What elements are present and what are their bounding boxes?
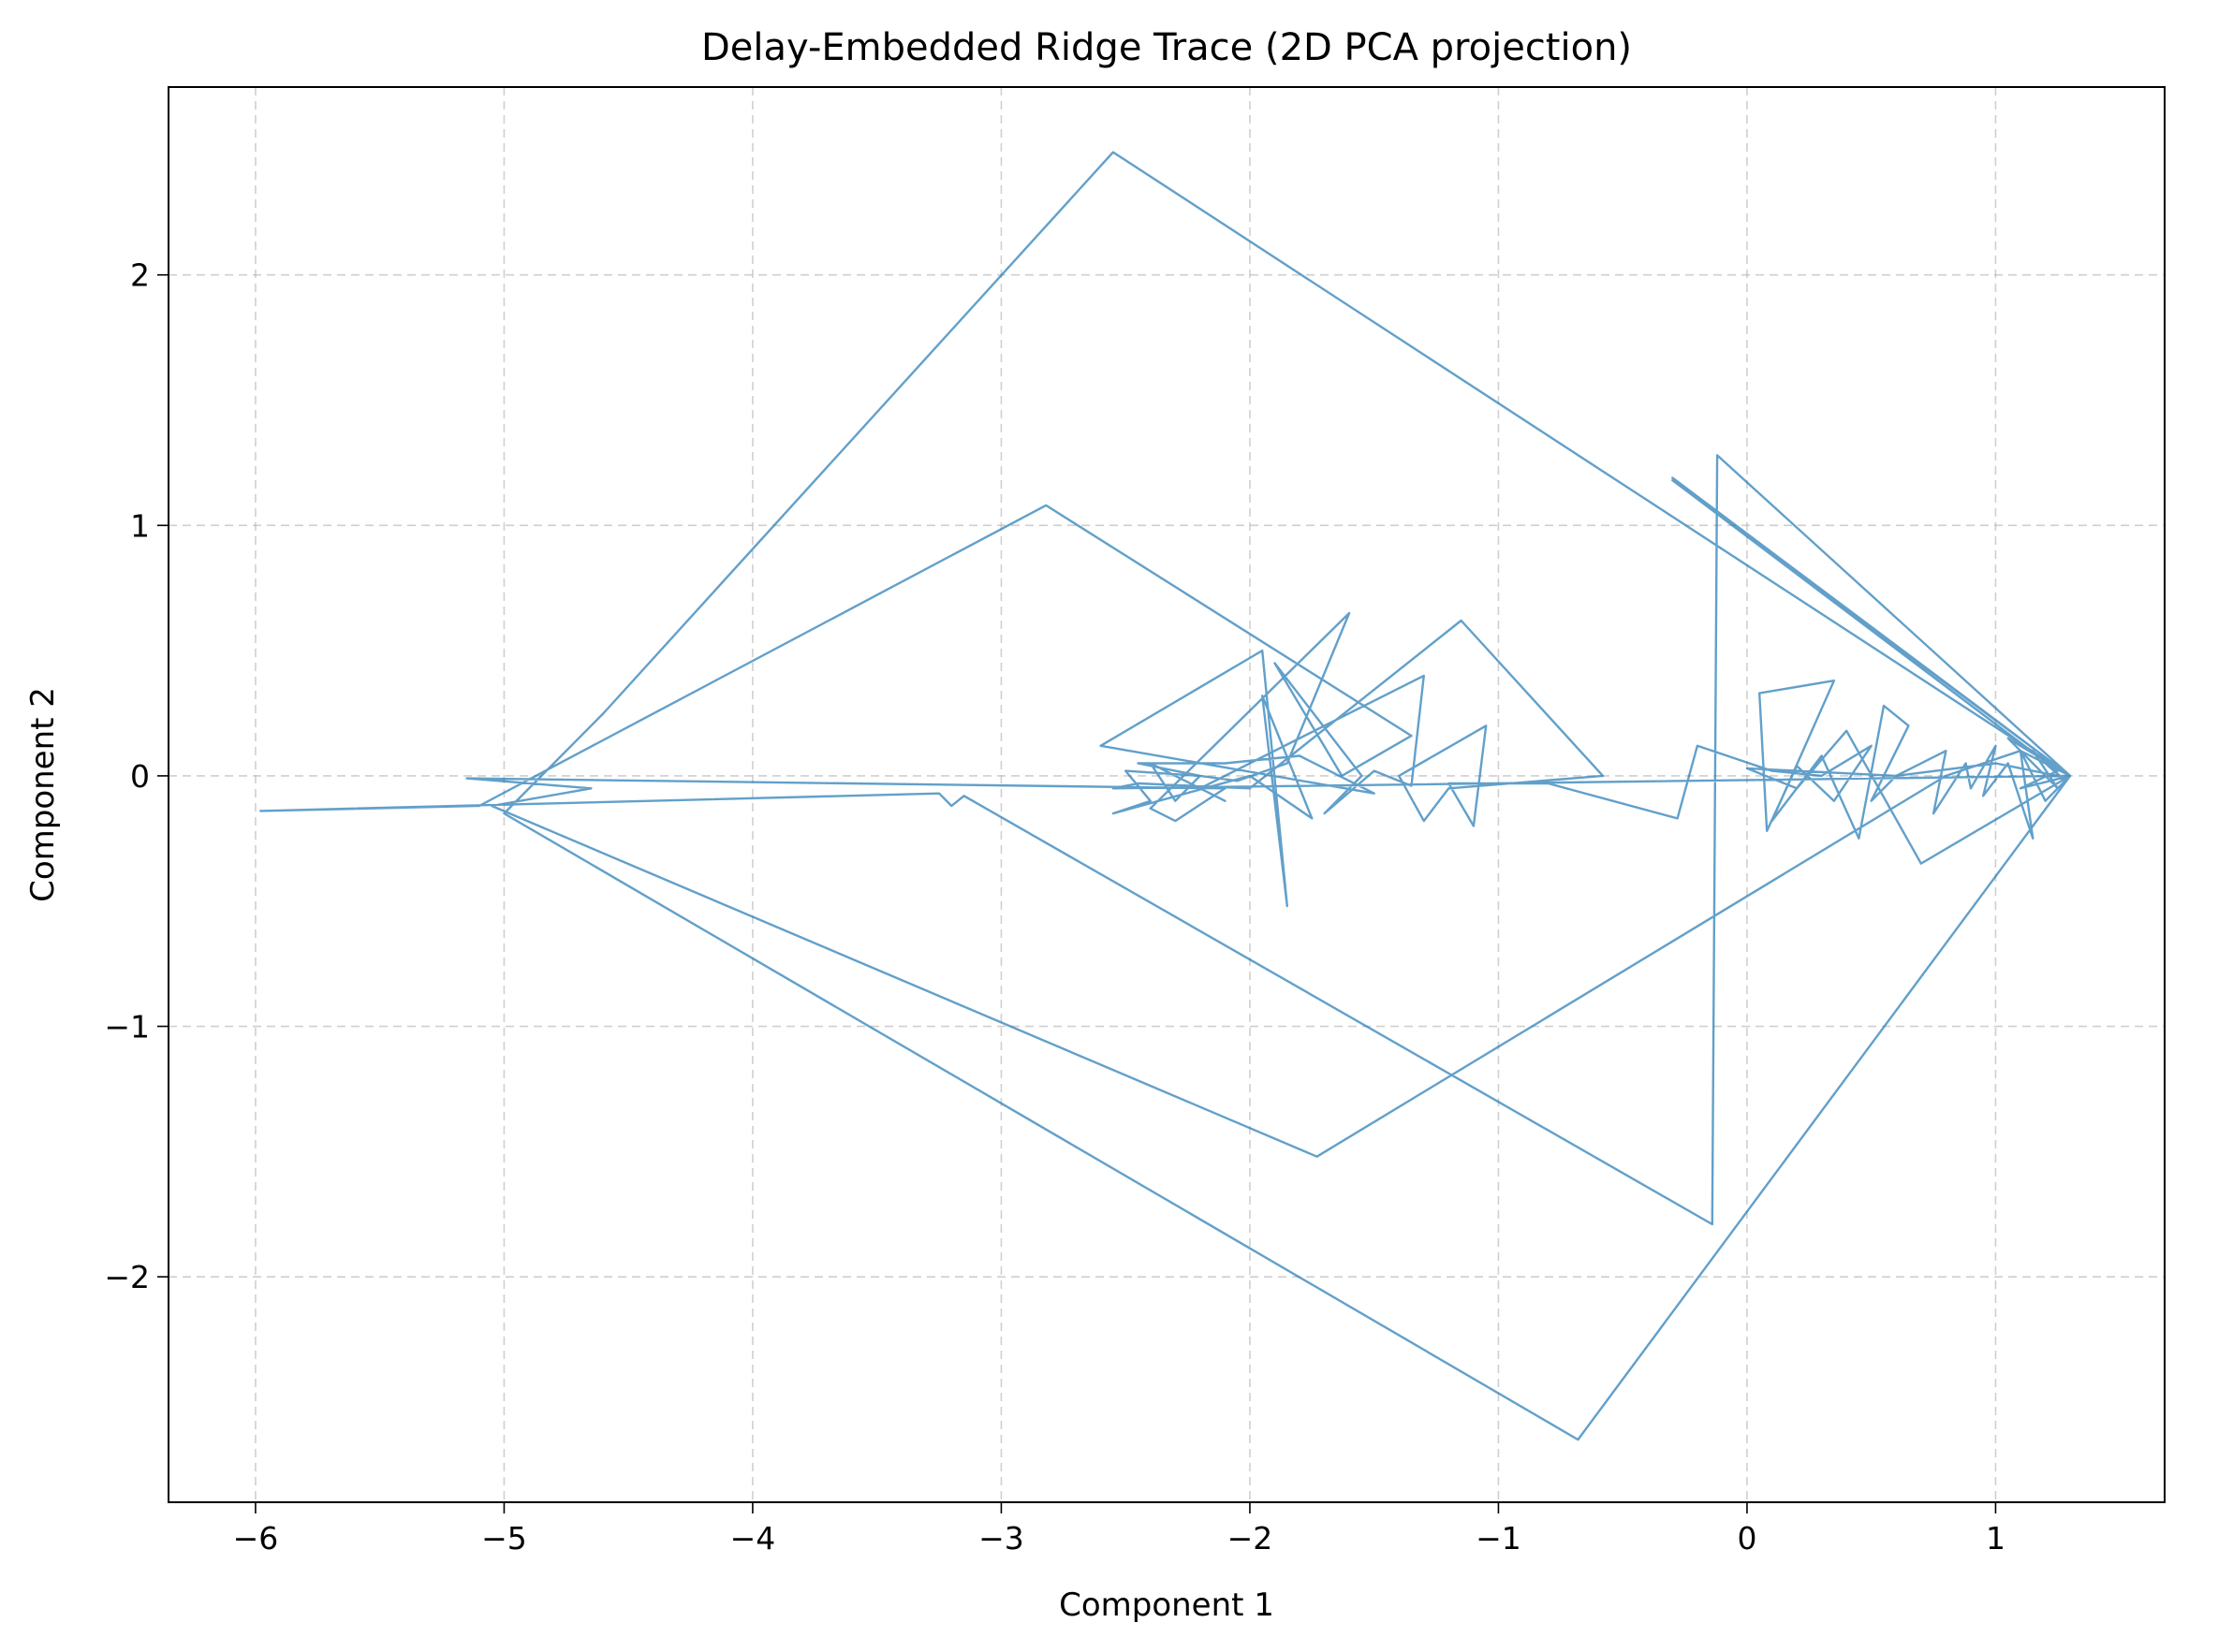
x-tick-label: 1 <box>1986 1520 2005 1557</box>
y-tick-label: 2 <box>130 257 150 294</box>
plot-frame <box>168 86 2166 1503</box>
x-tick-label: −6 <box>233 1520 279 1557</box>
y-axis: −2 −1 0 1 2 <box>104 257 169 1295</box>
x-axis: −6 −5 −4 −3 −2 −1 0 1 <box>233 1502 2005 1557</box>
y-tick-label: 1 <box>130 507 150 544</box>
x-axis-label: Component 1 <box>1059 1586 1274 1624</box>
grid <box>169 87 2165 1502</box>
chart-title: Delay-Embedded Ridge Trace (2D PCA proje… <box>701 26 1632 69</box>
y-tick-label: 0 <box>130 758 150 795</box>
y-tick-label: −2 <box>104 1259 150 1295</box>
x-tick-label: −2 <box>1227 1520 1273 1557</box>
y-tick-label: −1 <box>104 1009 150 1045</box>
x-tick-label: −4 <box>730 1520 776 1557</box>
x-tick-label: −5 <box>481 1520 527 1557</box>
y-axis-label: Component 2 <box>24 687 62 902</box>
trace-line <box>259 151 2072 1441</box>
x-tick-label: −3 <box>978 1520 1024 1557</box>
x-tick-label: 0 <box>1737 1520 1756 1557</box>
trace-layer <box>259 151 2072 1441</box>
x-tick-label: −1 <box>1476 1520 1521 1557</box>
